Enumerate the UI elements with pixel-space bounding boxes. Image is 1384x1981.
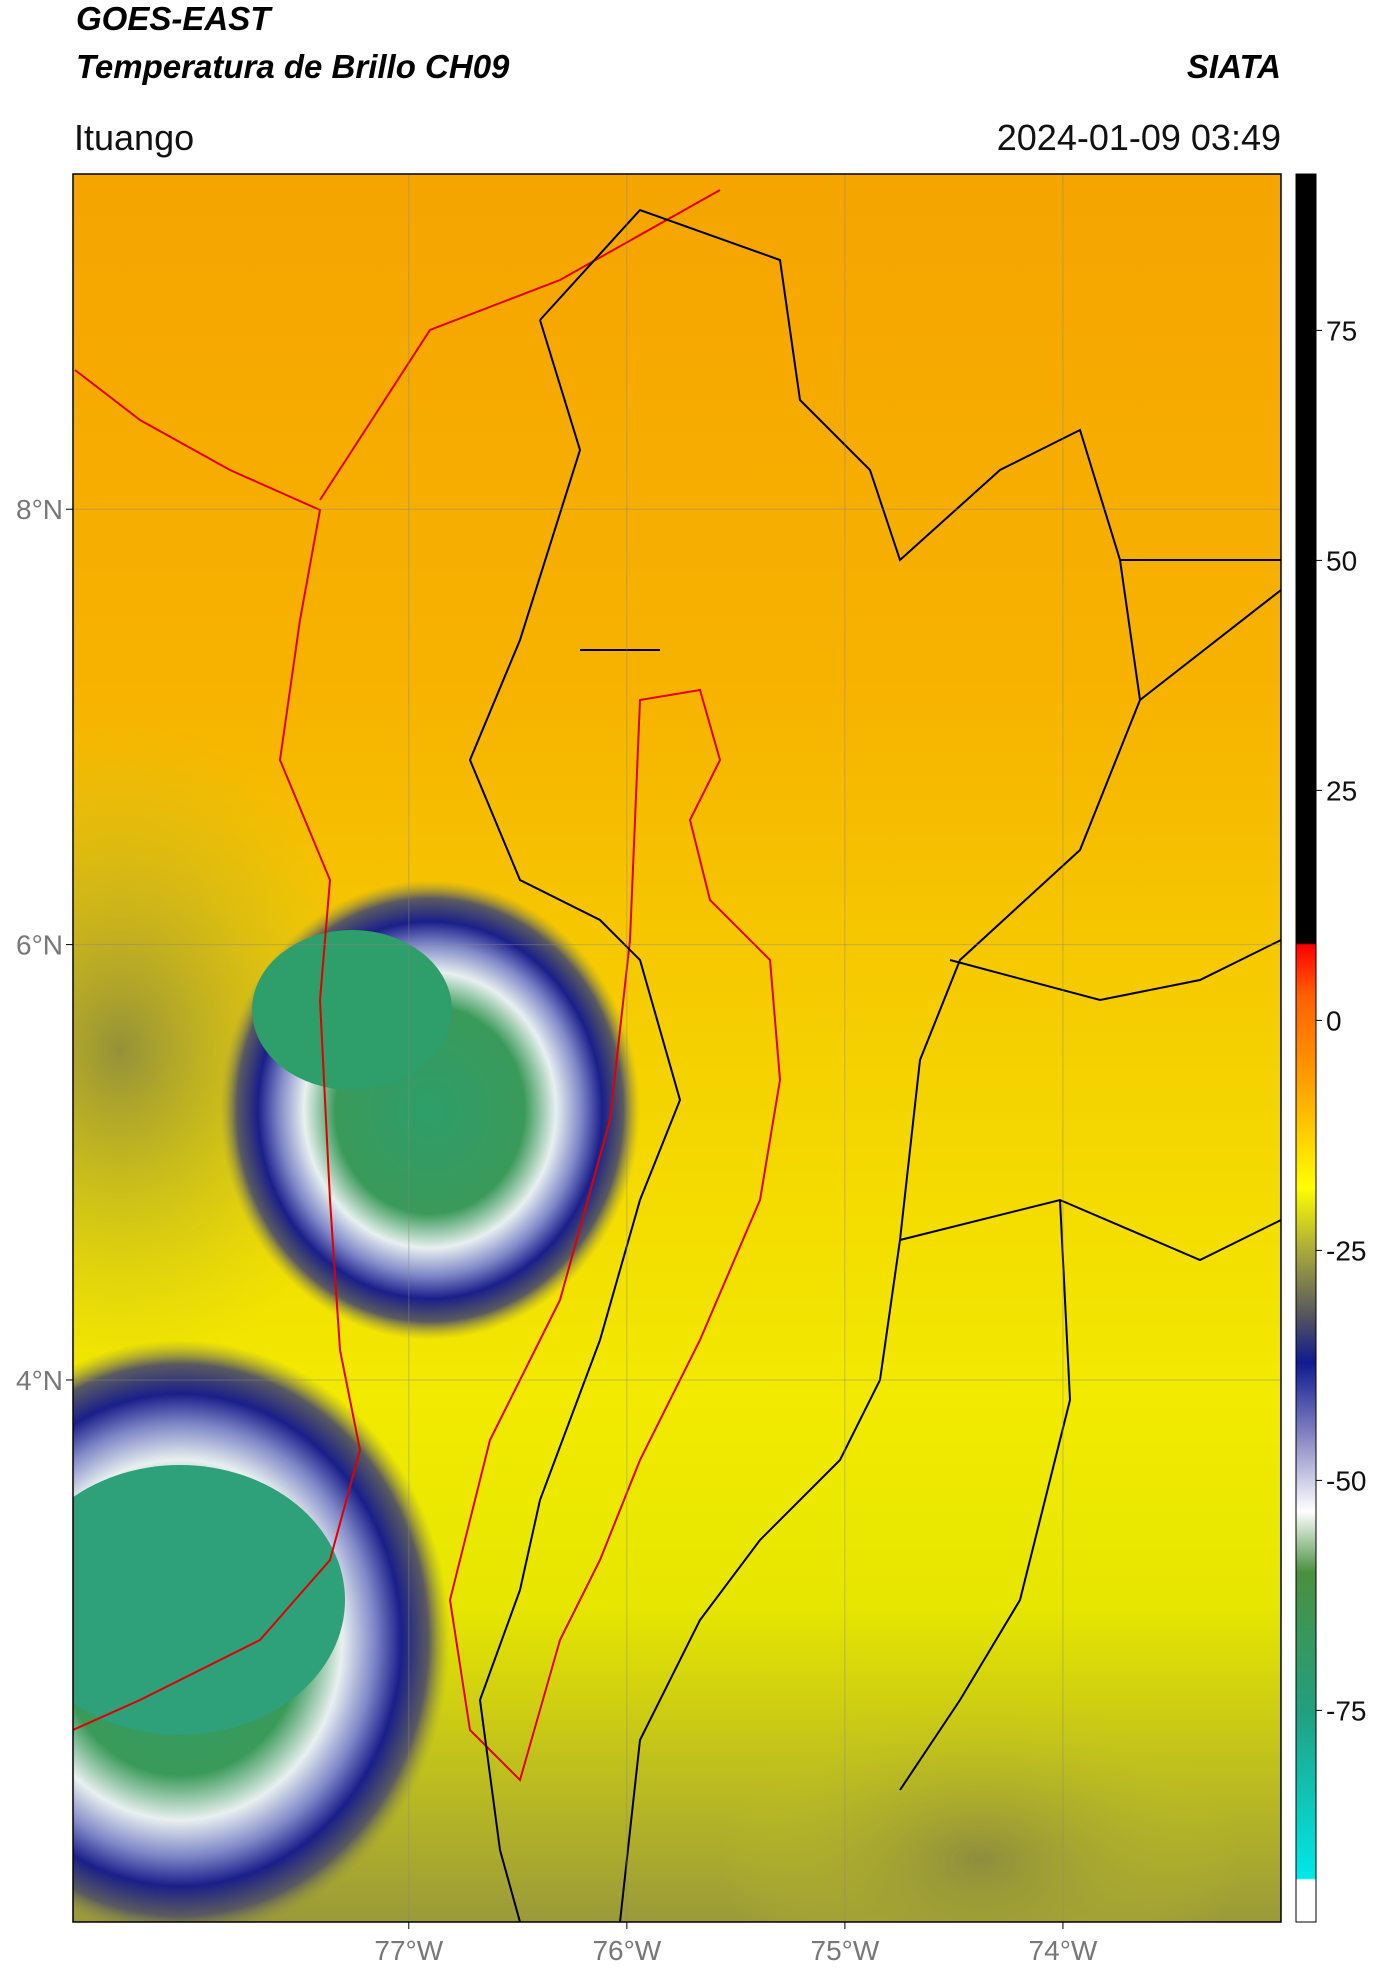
haze: [720, 1700, 1240, 1922]
coastline: [319, 189, 721, 501]
colorbar-tick-label: -75: [1326, 1695, 1366, 1726]
colorbar: [1295, 173, 1317, 1923]
cloud-core: [252, 930, 452, 1090]
colorbar-tick-label: 25: [1326, 775, 1357, 806]
title: GOES-EAST: [76, 0, 273, 37]
cloud-core: [73, 1465, 345, 1735]
cloud: [220, 880, 640, 1340]
colorbar-tick-label: 0: [1326, 1005, 1342, 1036]
graticule: [73, 174, 1281, 1922]
x-tick-label: 74°W: [1029, 1935, 1098, 1966]
source: SIATA: [1187, 48, 1281, 85]
basin-outline: [448, 688, 782, 1782]
x-tick-label: 77°W: [374, 1935, 443, 1966]
colorbar-tick-label: 50: [1326, 545, 1357, 576]
y-tick-label: 6°N: [16, 930, 63, 961]
coastline: [73, 369, 362, 1731]
map-image: [73, 174, 1281, 1922]
x-tick-label: 76°W: [592, 1935, 661, 1966]
location: Ituango: [74, 117, 194, 158]
y-tick-label: 4°N: [16, 1365, 63, 1396]
y-tick-label: 8°N: [16, 494, 63, 525]
x-tick-label: 75°W: [811, 1935, 880, 1966]
colorbar-tick-label: -25: [1326, 1235, 1366, 1266]
colorbar-tick-label: 75: [1326, 315, 1357, 346]
admin-borders: [468, 208, 1281, 1922]
datetime: 2024-01-09 03:49: [997, 117, 1281, 158]
colorbar-tick-label: -50: [1326, 1465, 1366, 1496]
subtitle: Temperatura de Brillo CH09: [76, 48, 510, 85]
map-frame: [72, 173, 1282, 1923]
